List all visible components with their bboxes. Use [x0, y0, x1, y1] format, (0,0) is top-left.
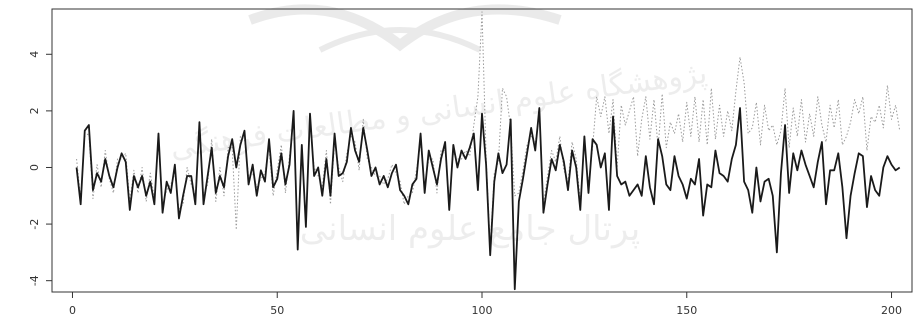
x-tick-label: 50: [270, 304, 284, 317]
watermark: پرتال جامع علوم انسانی پژوهشگاه علوم انس…: [168, 4, 709, 249]
x-tick-label: 150: [676, 304, 697, 317]
x-tick-label: 0: [69, 304, 76, 317]
x-axis: 0 50 100 150 200: [69, 292, 902, 317]
y-tick-label: -4: [28, 275, 41, 286]
solid-series-line: [75, 107, 901, 291]
y-axis: -4 -2 0 2 4: [28, 51, 52, 286]
y-tick-label: 0: [28, 164, 41, 171]
institution-logo-watermark: [248, 4, 562, 53]
y-tick-label: -2: [28, 219, 41, 230]
watermark-line-2: پژوهشگاه علوم انسانی و مطالعات فرهنگی: [168, 56, 709, 166]
y-tick-label: 2: [28, 107, 41, 114]
y-tick-label: 4: [28, 51, 41, 58]
watermark-line-1: پرتال جامع علوم انسانی: [300, 209, 640, 249]
x-tick-label: 200: [881, 304, 902, 317]
x-tick-label: 100: [472, 304, 493, 317]
series-layer: [75, 11, 901, 291]
